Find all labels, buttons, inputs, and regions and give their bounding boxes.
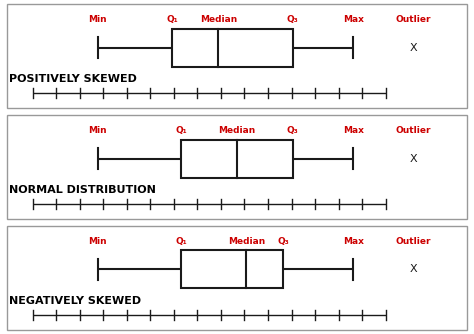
Text: Q₁: Q₁ — [166, 15, 178, 24]
Text: Min: Min — [88, 237, 107, 246]
Text: Q₃: Q₃ — [287, 15, 299, 24]
Text: Max: Max — [343, 237, 364, 246]
Text: Median: Median — [200, 15, 237, 24]
Text: X: X — [410, 154, 417, 164]
Text: X: X — [410, 43, 417, 53]
Text: Min: Min — [88, 15, 107, 24]
Text: POSITIVELY SKEWED: POSITIVELY SKEWED — [9, 74, 137, 85]
Text: Q₃: Q₃ — [287, 126, 299, 135]
Text: Median: Median — [228, 237, 265, 246]
Bar — [181, 250, 283, 289]
Text: Outlier: Outlier — [396, 15, 431, 24]
Text: Q₃: Q₃ — [278, 237, 289, 246]
Text: Median: Median — [219, 126, 255, 135]
Text: Q₁: Q₁ — [175, 126, 187, 135]
Bar — [172, 29, 293, 67]
Text: Max: Max — [343, 15, 364, 24]
Bar — [181, 140, 293, 178]
Text: X: X — [410, 265, 417, 275]
Text: Min: Min — [88, 126, 107, 135]
Text: Outlier: Outlier — [396, 237, 431, 246]
Text: NEGATIVELY SKEWED: NEGATIVELY SKEWED — [9, 296, 142, 306]
Text: NORMAL DISTRIBUTION: NORMAL DISTRIBUTION — [9, 185, 156, 195]
Text: Q₁: Q₁ — [175, 237, 187, 246]
Text: Outlier: Outlier — [396, 126, 431, 135]
Text: Max: Max — [343, 126, 364, 135]
